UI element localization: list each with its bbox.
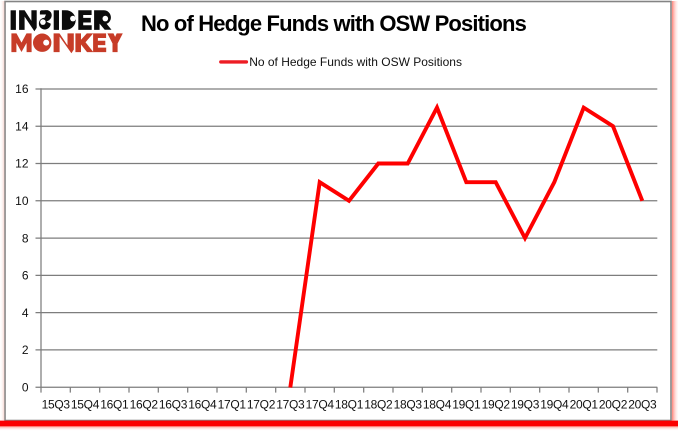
svg-text:17Q4: 17Q4 <box>306 398 335 412</box>
svg-text:15Q3: 15Q3 <box>42 398 71 412</box>
svg-text:16Q2: 16Q2 <box>130 398 159 412</box>
svg-text:12: 12 <box>15 157 29 171</box>
svg-text:6: 6 <box>22 269 29 283</box>
svg-text:16Q1: 16Q1 <box>100 398 129 412</box>
svg-text:16: 16 <box>15 82 29 96</box>
svg-text:4: 4 <box>22 306 29 320</box>
svg-text:2: 2 <box>22 343 29 357</box>
svg-text:20Q3: 20Q3 <box>628 398 657 412</box>
svg-text:17Q3: 17Q3 <box>276 398 305 412</box>
svg-text:18Q4: 18Q4 <box>423 398 452 412</box>
svg-text:18Q3: 18Q3 <box>394 398 423 412</box>
svg-text:18Q2: 18Q2 <box>364 398 393 412</box>
svg-text:16Q3: 16Q3 <box>159 398 188 412</box>
svg-text:19Q1: 19Q1 <box>452 398 481 412</box>
svg-text:8: 8 <box>22 231 29 245</box>
svg-text:0: 0 <box>22 380 29 394</box>
svg-text:No of Hedge Funds with OSW Pos: No of Hedge Funds with OSW Positions <box>249 55 462 69</box>
svg-text:19Q3: 19Q3 <box>511 398 540 412</box>
svg-text:18Q1: 18Q1 <box>335 398 364 412</box>
svg-text:17Q2: 17Q2 <box>247 398 276 412</box>
svg-text:20Q2: 20Q2 <box>599 398 628 412</box>
svg-text:10: 10 <box>15 194 29 208</box>
svg-text:19Q2: 19Q2 <box>482 398 511 412</box>
svg-text:19Q4: 19Q4 <box>540 398 569 412</box>
svg-text:15Q4: 15Q4 <box>71 398 100 412</box>
svg-text:16Q4: 16Q4 <box>188 398 217 412</box>
svg-text:20Q1: 20Q1 <box>570 398 599 412</box>
svg-text:14: 14 <box>15 119 29 133</box>
svg-text:17Q1: 17Q1 <box>218 398 247 412</box>
svg-text:No of Hedge Funds with OSW Pos: No of Hedge Funds with OSW Positions <box>141 11 527 36</box>
